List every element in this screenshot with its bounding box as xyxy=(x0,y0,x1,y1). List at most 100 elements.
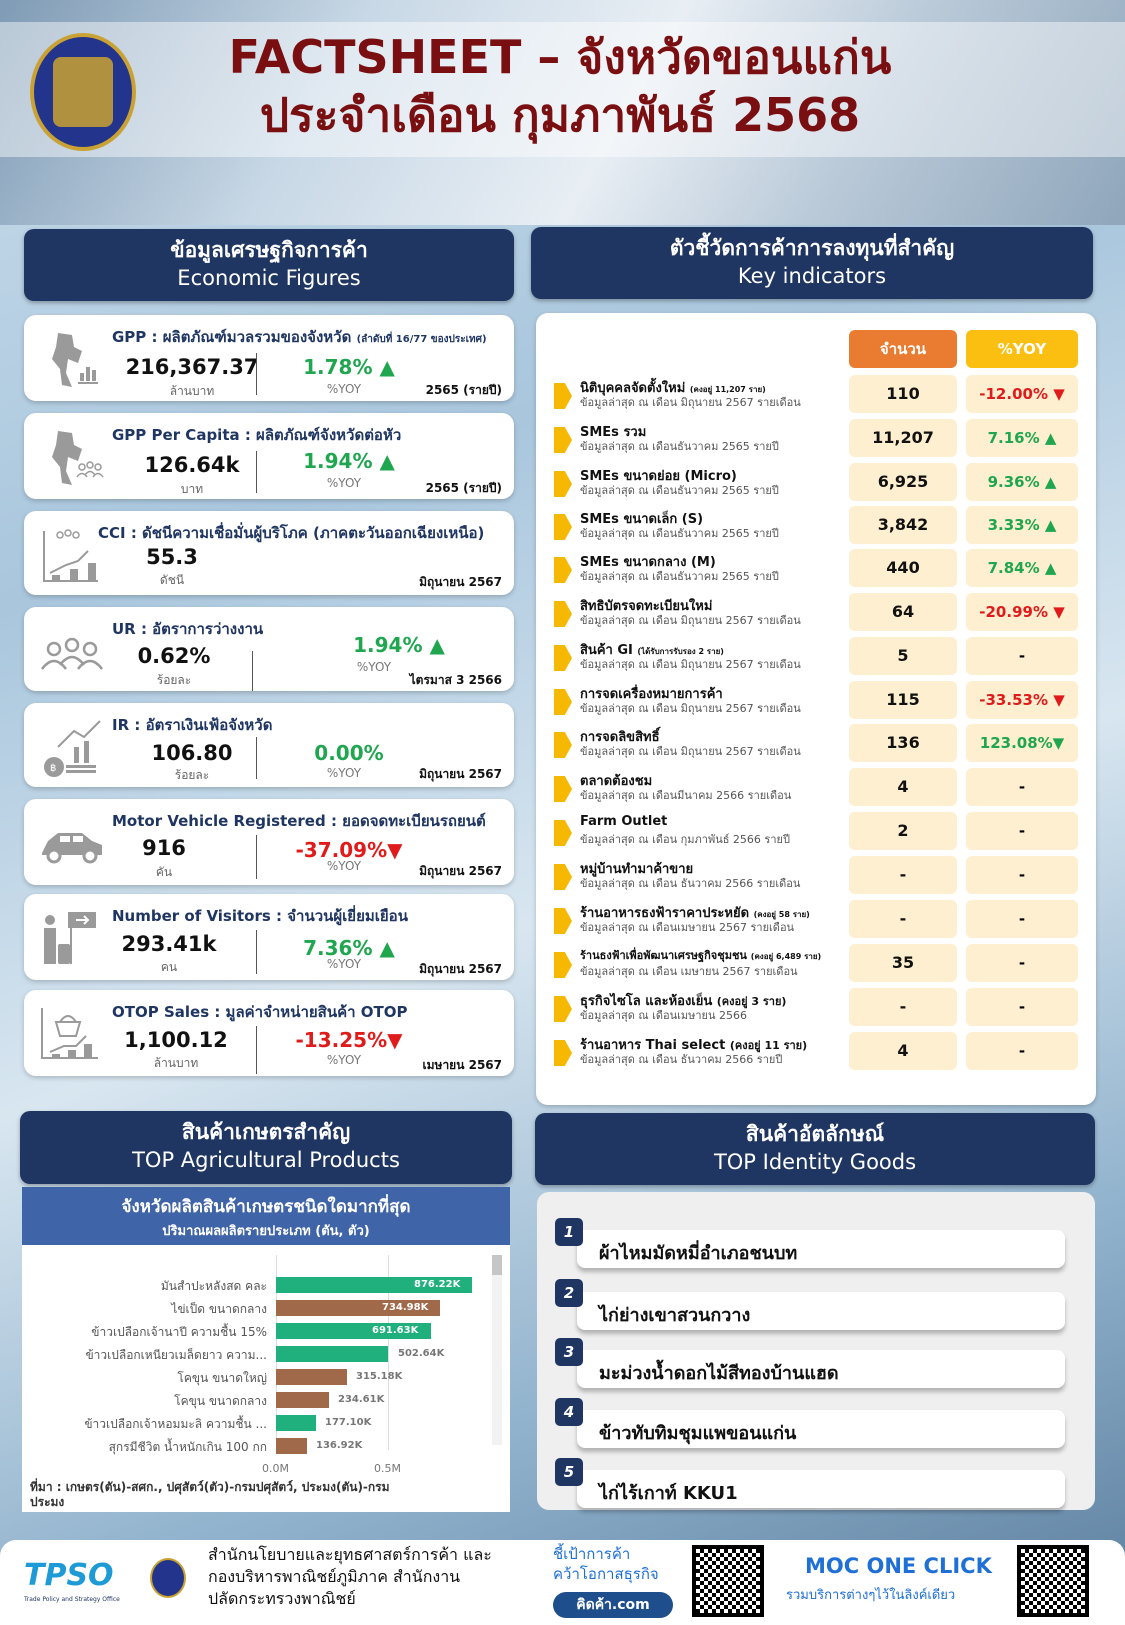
row-name: นิติบุคคลจัดตั้งใหม่ xyxy=(580,381,686,396)
row-subtitle: ข้อมูลล่าสุด ณ เดือนธันวาคม 2565 รายปี xyxy=(580,527,779,540)
bullet-arrow-icon xyxy=(554,952,572,978)
card-unit: ล้านบาท xyxy=(153,1056,199,1070)
hero-banner: FACTSHEET – จังหวัดขอนแก่น ประจำเดือน กุ… xyxy=(0,0,1125,225)
row-note: (คงอยู่ 11,207 ราย) xyxy=(689,385,766,394)
section-title-th: สินค้าเกษตรสำคัญ xyxy=(181,1120,351,1144)
row-yoy: - xyxy=(966,944,1078,982)
bar-value: 502.64K xyxy=(398,1348,445,1359)
promo-line: ชี้เป้าการค้า xyxy=(553,1545,631,1563)
card-value: 0.62% xyxy=(137,644,211,668)
card-yoy-label: %YOY xyxy=(326,766,362,780)
row-subtitle: ข้อมูลล่าสุด ณ เดือนเมษายน 2566 xyxy=(580,1009,748,1022)
ur-card: UR : อัตราการว่างงาน 0.62% ร้อยละ 1.94% … xyxy=(24,607,514,691)
bar-label: สุกรมีชีวิต น้ำหนักเกิน 100 กก xyxy=(108,1440,267,1454)
row-count: 35 xyxy=(849,944,957,982)
item-name: ข้าวทับทิมชุมแพขอนแก่น xyxy=(599,1423,797,1444)
table-row: การจดเครื่องหมายการค้า ข้อมูลล่าสุด ณ เดื… xyxy=(536,681,1096,721)
row-name: SMEs ขนาดย่อย (Micro) xyxy=(580,469,737,484)
section-title-th: ข้อมูลเศรษฐกิจการค้า xyxy=(170,238,368,262)
table-row: Farm Outlet ข้อมูลล่าสุด ณ เดือน กุมภาพัน… xyxy=(536,812,1096,852)
row-subtitle: ข้อมูลล่าสุด ณ เดือนเมษายน 2567 รายเดือน xyxy=(580,921,795,934)
chart-scrollbar[interactable] xyxy=(492,1255,502,1445)
card-note: (ลำดับที่ 16/77 ของประเทศ) xyxy=(356,334,487,345)
row-name: ตลาดต้องชม xyxy=(580,774,653,789)
card-yoy-label: %YOY xyxy=(326,382,362,396)
bullet-arrow-icon xyxy=(554,908,572,934)
card-period: เมษายน 2567 xyxy=(422,1058,502,1072)
bullet-arrow-icon xyxy=(554,996,572,1022)
divider xyxy=(256,1026,257,1074)
org-line: ปลัดกระทรวงพาณิชย์ xyxy=(208,1589,356,1608)
table-row: ตลาดต้องชม ข้อมูลล่าสุด ณ เดือนมีนาคม 256… xyxy=(536,768,1096,808)
people-group-icon xyxy=(41,637,103,670)
card-yoy-label: %YOY xyxy=(326,1053,362,1067)
card-unit: คัน xyxy=(155,865,173,879)
divider xyxy=(256,930,257,974)
page-title: FACTSHEET – จังหวัดขอนแก่น ประจำเดือน กุ… xyxy=(150,28,970,144)
bullet-arrow-icon xyxy=(554,427,572,453)
bar-label: ไข่เป็ด ขนาดกลาง xyxy=(171,1302,267,1316)
card-period: 2565 (รายปี) xyxy=(425,481,502,495)
card-title: CCI : ดัชนีความเชื่อมั่นผู้บริโภค (ภาคตะ… xyxy=(98,524,485,542)
row-yoy: - xyxy=(966,637,1078,675)
section-title-en: TOP Agricultural Products xyxy=(132,1148,400,1172)
rank-badge: 4 xyxy=(555,1398,583,1426)
card-unit: ดัชนี xyxy=(159,573,185,587)
org-name: สำนักนโยบายและยุทธศาสตร์การค้า และ กองบร… xyxy=(208,1544,492,1610)
card-value: 1,100.12 xyxy=(124,1028,228,1052)
bar xyxy=(276,1392,329,1408)
bar xyxy=(276,1438,307,1454)
identity-goods-list: 1 ผ้าไหมมัดหมี่อำเภอชนบท 2 ไก่ย่างเขาสวน… xyxy=(537,1192,1095,1510)
row-count: - xyxy=(849,988,957,1026)
card-value: 293.41k xyxy=(121,932,217,956)
basket-growth-chart-icon xyxy=(41,1008,98,1059)
qr-code-kidkha[interactable] xyxy=(692,1545,764,1617)
card-yoy: 1.78% ▲ xyxy=(303,355,395,379)
card-period: มิถุนายน 2567 xyxy=(419,962,502,976)
item-name: ไก่ไร้เกาท์ KKU1 xyxy=(599,1483,738,1504)
row-count: 440 xyxy=(849,549,957,587)
chart-source: ที่มา : เกษตร(ตัน)-สศก., ปศุสัตว์(ตัว)-ก… xyxy=(30,1480,390,1509)
row-count: 6,925 xyxy=(849,463,957,501)
list-item: ไก่ไร้เกาท์ KKU1 xyxy=(577,1470,1065,1508)
row-count: 3,842 xyxy=(849,506,957,544)
row-name: ร้านอาหาร Thai select xyxy=(580,1038,726,1053)
card-unit: บาท xyxy=(180,482,204,496)
row-name: การจดเครื่องหมายการค้า xyxy=(580,687,723,702)
bar-value: 234.61K xyxy=(338,1394,385,1405)
row-count: 5 xyxy=(849,637,957,675)
card-yoy: 0.00% xyxy=(314,741,384,765)
chart-subtitle: ปริมาณผลผลิตรายประเภท (ตัน, ตัว) xyxy=(162,1224,370,1239)
card-value: 55.3 xyxy=(146,545,198,569)
gpp-per-capita-card: GPP Per Capita : ผลิตภัณฑ์จังหวัดต่อหัว … xyxy=(24,413,514,499)
bar-label: ข้าวเปลือกเจ้านาปี ความชื้น 15% xyxy=(91,1325,267,1339)
kidkha-link-button[interactable]: คิดค้า.com xyxy=(553,1592,673,1618)
bar xyxy=(276,1277,472,1293)
bullet-arrow-icon xyxy=(554,732,572,758)
bar-row: มันสำปะหลังสด คละ 876.22K xyxy=(22,1274,510,1296)
moc-one-click-title: MOC ONE CLICK xyxy=(805,1554,992,1578)
row-yoy: -12.00% ▼ xyxy=(966,375,1078,413)
card-period: มิถุนายน 2567 xyxy=(419,575,502,589)
motor-vehicle-card: Motor Vehicle Registered : ยอดจดทะเบียนร… xyxy=(24,799,514,885)
row-subtitle: ข้อมูลล่าสุด ณ เดือน เมษายน 2567 รายเดือ… xyxy=(580,965,798,978)
tpso-logo: TPSO xyxy=(24,1558,114,1593)
moc-one-click-subtitle: รวมบริการต่างๆไว้ในลิงค์เดียว xyxy=(786,1588,956,1603)
row-count: 2 xyxy=(849,812,957,850)
row-note: (คงอยู่ 6,489 ราย) xyxy=(750,952,822,961)
promo-line: คว้าโอกาสธุรกิจ xyxy=(553,1565,659,1583)
section-title-th: ตัวชี้วัดการค้าการลงทุนที่สำคัญ xyxy=(669,236,955,260)
list-item: ไก่ย่างเขาสวนกวาง xyxy=(577,1292,1065,1330)
card-yoy-label: %YOY xyxy=(356,660,392,674)
card-value: 106.80 xyxy=(151,741,233,765)
table-row: หมู่บ้านทำมาค้าขาย ข้อมูลล่าสุด ณ เดือน ธ… xyxy=(536,856,1096,896)
column-header-count: จำนวน xyxy=(849,330,957,368)
card-unit: ร้อยละ xyxy=(174,768,210,782)
bar-value: 315.18K xyxy=(356,1371,403,1382)
card-yoy-label: %YOY xyxy=(326,957,362,971)
row-subtitle: ข้อมูลล่าสุด ณ เดือน มิถุนายน 2567 รายเด… xyxy=(580,396,801,409)
card-title: GPP Per Capita : ผลิตภัณฑ์จังหวัดต่อหัว xyxy=(112,426,402,444)
item-name: ผ้าไหมมัดหมี่อำเภอชนบท xyxy=(599,1243,798,1264)
qr-code-moc[interactable] xyxy=(1017,1545,1089,1617)
hero-band xyxy=(0,22,1125,157)
